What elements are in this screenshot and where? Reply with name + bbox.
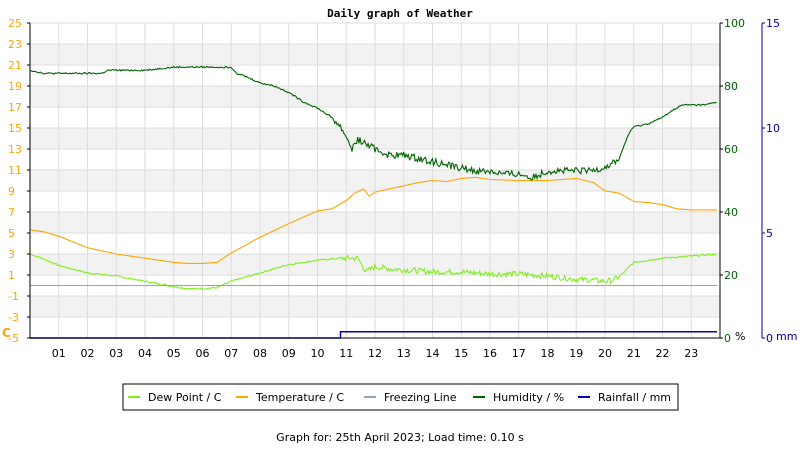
x-tick-label: 14 [426,347,440,360]
temp-tick-label: 5 [8,227,15,240]
x-tick-label: 16 [483,347,497,360]
series-line-humidity [29,65,717,182]
temp-tick-label: 21 [8,59,22,72]
x-tick-label: 03 [109,347,123,360]
legend-label-dew-point: Dew Point / C [148,391,222,404]
temp-tick-label: 11 [8,164,22,177]
temp-tick-label: -1 [8,290,19,303]
humidity-tick-label: 0 [724,332,731,345]
x-tick-label: 19 [569,347,583,360]
temp-tick-label: 15 [8,122,22,135]
series-line-dew-point [29,253,717,291]
x-tick-label: 10 [311,347,325,360]
axes: 01 02 03 04 05 06 07 08 09 10 11 12 13 14 15 16 17 18 19 20… [8,17,780,360]
temp-tick-label: 9 [8,185,15,198]
temp-tick-label: 3 [8,248,15,261]
x-tick-label: 20 [598,347,612,360]
rain-tick-label: 5 [766,227,773,240]
legend-label-temperature: Temperature / C [255,391,344,404]
x-tick-label: 07 [224,347,238,360]
x-tick-label: 21 [627,347,641,360]
humidity-tick-label: 40 [724,206,738,219]
rain-tick-label: 0 [766,332,773,345]
temp-tick-label: 13 [8,143,22,156]
temp-tick-label: -5 [8,332,19,345]
x-tick-label: 02 [81,347,95,360]
rain-tick-label: 10 [766,122,780,135]
x-tick-label: 22 [656,347,670,360]
legend: Dew Point / C Temperature / C Freezing Lin… [122,383,679,411]
humidity-axis-label: % [735,330,745,343]
chart-title: Daily graph of Weather [327,7,473,20]
x-tick-label: 09 [282,347,296,360]
x-tick-label: 01 [52,347,66,360]
legend-label-rainfall: Rainfall / mm [598,391,671,404]
temp-tick-label: 23 [8,38,22,51]
rain-axis-label: mm [776,330,797,343]
x-tick-label: 04 [138,347,152,360]
x-tick-label: 08 [253,347,267,360]
humidity-tick-label: 20 [724,269,738,282]
legend-label-humidity: Humidity / % [493,391,564,404]
x-tick-label: 12 [368,347,382,360]
x-tick-label: 18 [541,347,555,360]
humidity-tick-label: 100 [724,17,745,30]
temp-axis-label: C [2,326,11,340]
humidity-tick-label: 60 [724,143,738,156]
humidity-tick-label: 80 [724,80,738,93]
footer-info: Graph for: 25th April 2023; Load time: 0… [276,431,524,444]
x-tick-label: 06 [196,347,210,360]
temp-tick-label: 19 [8,80,22,93]
plot-area [29,65,718,339]
x-tick-label: 15 [454,347,468,360]
rain-tick-label: 15 [766,17,780,30]
x-tick-label: 17 [512,347,526,360]
x-tick-label: 05 [167,347,181,360]
series-line-temperature [29,176,718,264]
temp-tick-label: 25 [8,17,22,30]
x-tick-label: 13 [397,347,411,360]
x-tick-label: 11 [339,347,353,360]
x-tick-label: 23 [684,347,698,360]
temp-tick-label: 7 [8,206,15,219]
temp-tick-label: -3 [8,311,19,324]
temp-tick-label: 1 [8,269,15,282]
temp-tick-label: 17 [8,101,22,114]
legend-label-freezing-line: Freezing Line [384,391,457,404]
